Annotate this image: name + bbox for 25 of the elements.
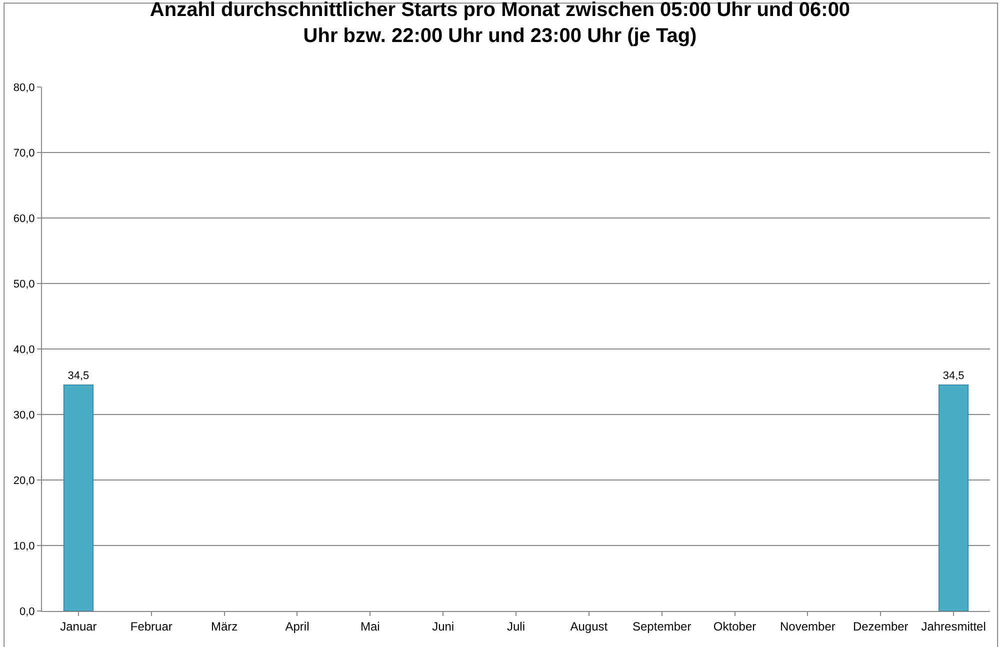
y-tick-label: 10,0	[13, 540, 35, 552]
x-tick-label: Februar	[130, 619, 172, 634]
data-label: 34,5	[68, 370, 90, 382]
x-tick-label: Dezember	[852, 619, 908, 634]
y-tick-label: 20,0	[13, 474, 35, 487]
x-tick-label: April	[285, 619, 310, 634]
x-tick-label: August	[570, 619, 608, 634]
y-tick-label: 50,0	[13, 278, 35, 290]
chart-title: Anzahl durchschnittlicher Starts pro Monat zwischen 05:00 Uhr und 06:00 Uhr bzw. 22:00 Uhr und 23:00 Uhr (je Tag)	[150, 0, 850, 48]
x-tick-label: September	[632, 619, 692, 634]
x-tick-label: Oktober	[713, 619, 756, 634]
y-tick-label: 80,0	[13, 82, 35, 94]
y-tick-label: 30,0	[13, 409, 35, 422]
x-tick-label: Juni	[432, 619, 454, 634]
x-tick-label: November	[780, 619, 836, 634]
x-tick-label: März	[210, 619, 238, 634]
y-tick-label: 0,0	[20, 606, 35, 618]
data-label: 34,5	[942, 370, 964, 382]
y-tick-label: 60,0	[13, 212, 35, 225]
y-tick-label: 70,0	[13, 147, 35, 160]
x-tick-label: Januar	[60, 619, 97, 634]
y-tick-label: 40,0	[13, 344, 35, 356]
x-tick-label: Jahresmittel	[921, 619, 986, 634]
x-tick-label: Juli	[506, 619, 526, 634]
x-tick-label: Mai	[360, 619, 380, 634]
